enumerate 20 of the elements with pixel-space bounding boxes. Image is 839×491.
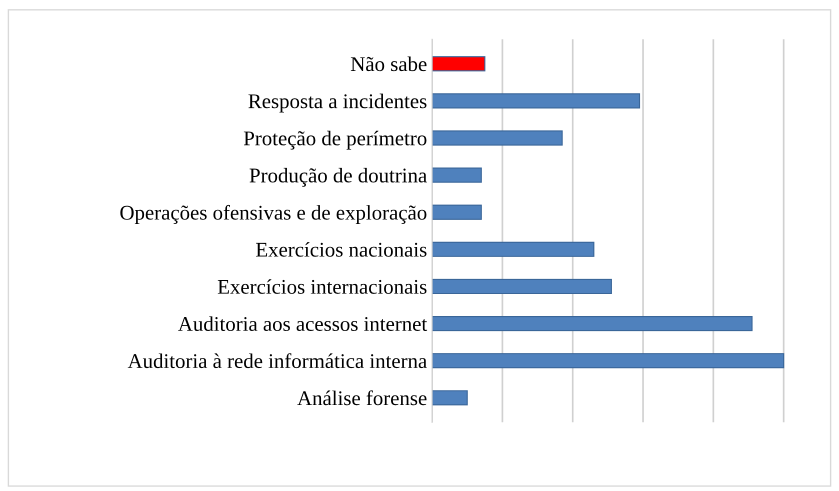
y-tick-label: Não sabe bbox=[350, 56, 426, 72]
bar bbox=[432, 167, 482, 183]
y-tick-label: Operações ofensivas e de exploração bbox=[120, 204, 426, 224]
bar bbox=[432, 390, 468, 406]
y-tick-label: Exercícios internacionais bbox=[218, 279, 426, 294]
bar bbox=[432, 56, 486, 72]
bar bbox=[432, 93, 640, 108]
y-tick-label: Auditoria à rede informática interna bbox=[128, 353, 427, 368]
bar bbox=[432, 130, 563, 146]
y-tick-label: Resposta a incidentes bbox=[248, 94, 426, 113]
y-tick-label: Produção de doutrina bbox=[250, 168, 427, 187]
y-tick-label: Análise forense bbox=[297, 390, 426, 406]
bar bbox=[432, 278, 612, 294]
y-tick-label: Proteção de perímetro bbox=[244, 130, 426, 150]
y-tick-label: Exercícios nacionais bbox=[256, 242, 426, 257]
bar bbox=[432, 316, 753, 332]
bar bbox=[432, 242, 594, 257]
bar bbox=[432, 353, 784, 368]
bar bbox=[432, 204, 482, 220]
y-tick-label: Auditoria aos acessos internet bbox=[178, 316, 428, 331]
